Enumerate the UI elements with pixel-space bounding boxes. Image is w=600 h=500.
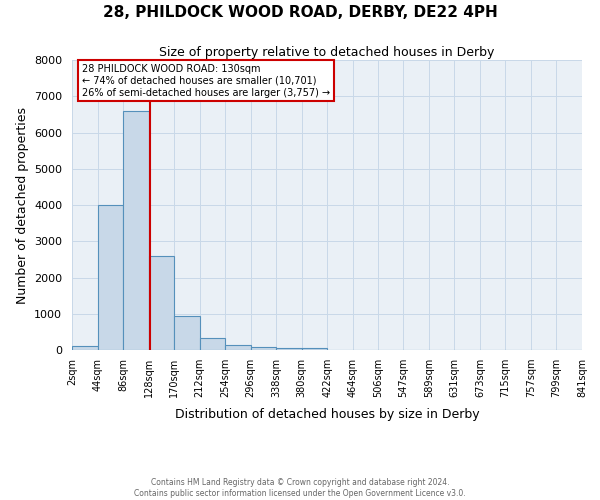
- Bar: [225, 346, 251, 350]
- Bar: [200, 338, 225, 350]
- Bar: [72, 346, 98, 350]
- Bar: [174, 316, 200, 350]
- Bar: [302, 348, 328, 350]
- Bar: [98, 205, 123, 350]
- Text: Contains HM Land Registry data © Crown copyright and database right 2024.
Contai: Contains HM Land Registry data © Crown c…: [134, 478, 466, 498]
- Text: 28, PHILDOCK WOOD ROAD, DERBY, DE22 4PH: 28, PHILDOCK WOOD ROAD, DERBY, DE22 4PH: [103, 5, 497, 20]
- Bar: [251, 346, 276, 350]
- Text: 28 PHILDOCK WOOD ROAD: 130sqm
← 74% of detached houses are smaller (10,701)
26% : 28 PHILDOCK WOOD ROAD: 130sqm ← 74% of d…: [82, 64, 331, 98]
- X-axis label: Distribution of detached houses by size in Derby: Distribution of detached houses by size …: [175, 408, 479, 421]
- Bar: [276, 348, 302, 350]
- Bar: [123, 111, 149, 350]
- Title: Size of property relative to detached houses in Derby: Size of property relative to detached ho…: [160, 46, 494, 59]
- Y-axis label: Number of detached properties: Number of detached properties: [16, 106, 29, 304]
- Bar: [149, 256, 174, 350]
